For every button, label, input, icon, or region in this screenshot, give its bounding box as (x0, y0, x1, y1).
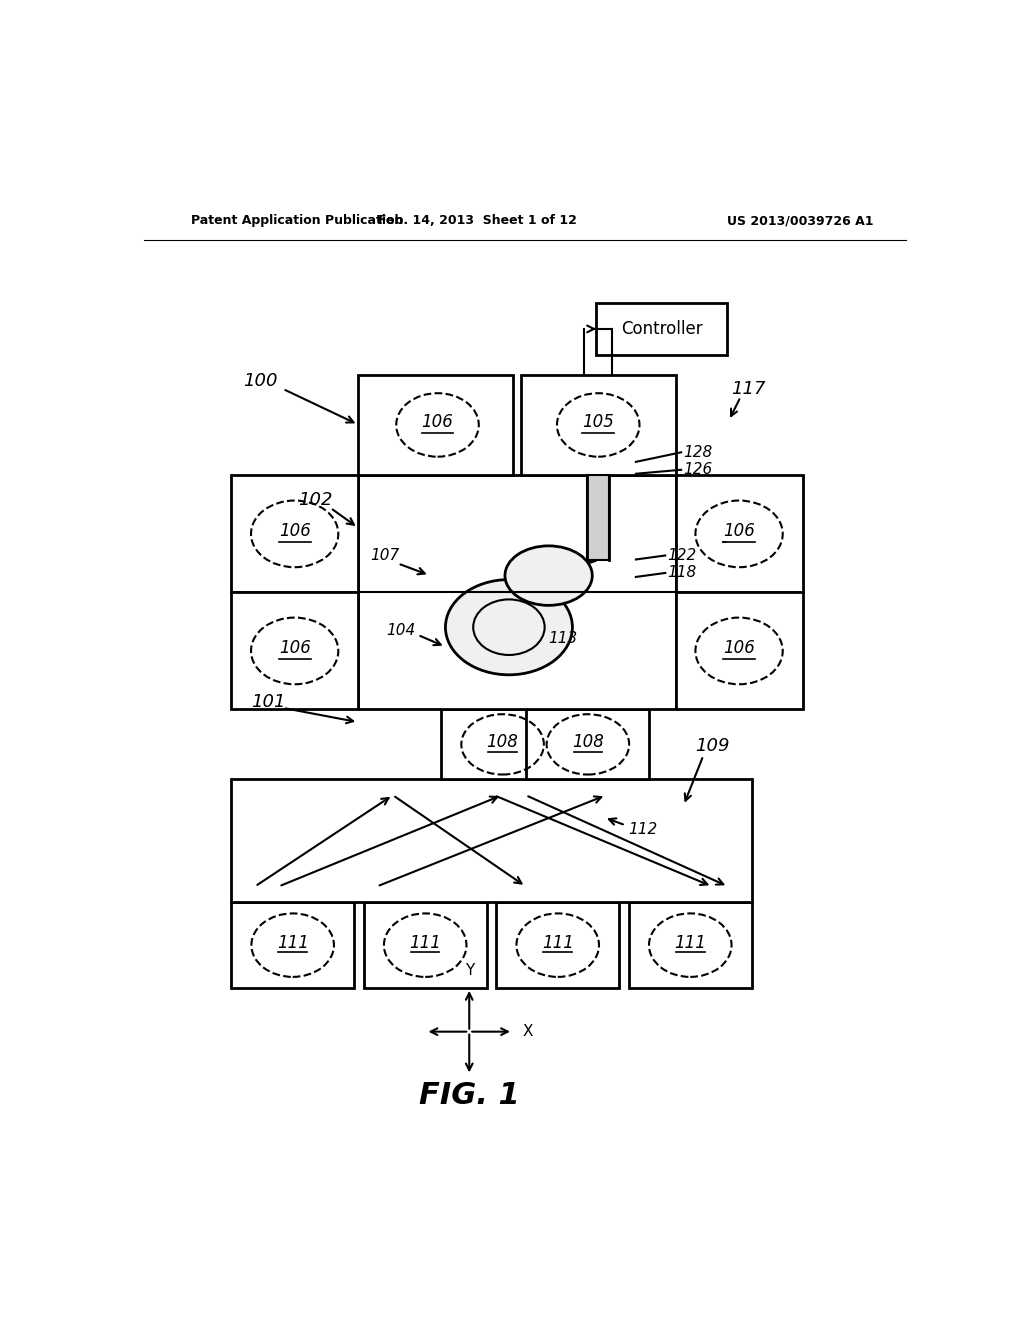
Text: 108: 108 (572, 733, 604, 751)
Bar (231, 475, 358, 593)
Text: Controller: Controller (621, 319, 702, 338)
Text: 126: 126 (684, 462, 713, 478)
Bar (364, 903, 486, 987)
Bar (587, 475, 609, 560)
Text: 106: 106 (723, 521, 755, 540)
Bar (231, 593, 358, 709)
Text: 102: 102 (299, 491, 333, 510)
Text: 104: 104 (386, 623, 415, 639)
Bar (676, 593, 803, 709)
Text: 106: 106 (279, 639, 310, 657)
Bar (231, 903, 354, 987)
Text: 107: 107 (370, 548, 399, 564)
Text: 106: 106 (279, 521, 310, 540)
Bar (441, 709, 564, 779)
Text: Feb. 14, 2013  Sheet 1 of 12: Feb. 14, 2013 Sheet 1 of 12 (378, 214, 577, 227)
Bar (676, 475, 803, 593)
Text: 111: 111 (276, 933, 308, 952)
Bar (526, 709, 649, 779)
Text: FIG. 1: FIG. 1 (419, 1081, 519, 1110)
Text: Patent Application Publication: Patent Application Publication (191, 214, 403, 227)
Bar (231, 779, 752, 903)
Text: 106: 106 (723, 639, 755, 657)
Text: 128: 128 (684, 445, 713, 459)
Text: US 2013/0039726 A1: US 2013/0039726 A1 (727, 214, 873, 227)
Ellipse shape (445, 579, 572, 675)
Text: 112: 112 (628, 822, 657, 837)
Text: 101: 101 (251, 693, 286, 711)
Text: 100: 100 (243, 372, 278, 389)
Text: 113: 113 (549, 631, 578, 647)
Text: Y: Y (465, 964, 474, 978)
Text: 111: 111 (410, 933, 441, 952)
Bar (497, 903, 620, 987)
Bar (358, 475, 676, 709)
Bar (358, 375, 513, 475)
Bar (521, 375, 676, 475)
Text: 111: 111 (542, 933, 573, 952)
Text: 108: 108 (486, 733, 518, 751)
Text: 117: 117 (731, 380, 766, 397)
Text: 105: 105 (583, 413, 614, 430)
Text: 122: 122 (668, 548, 697, 564)
Text: 109: 109 (695, 737, 730, 755)
Text: 118: 118 (668, 565, 697, 581)
Ellipse shape (505, 546, 592, 606)
Bar (596, 304, 727, 355)
Text: 111: 111 (675, 933, 707, 952)
Text: X: X (522, 1024, 532, 1039)
Text: 106: 106 (422, 413, 454, 430)
Bar (629, 903, 752, 987)
